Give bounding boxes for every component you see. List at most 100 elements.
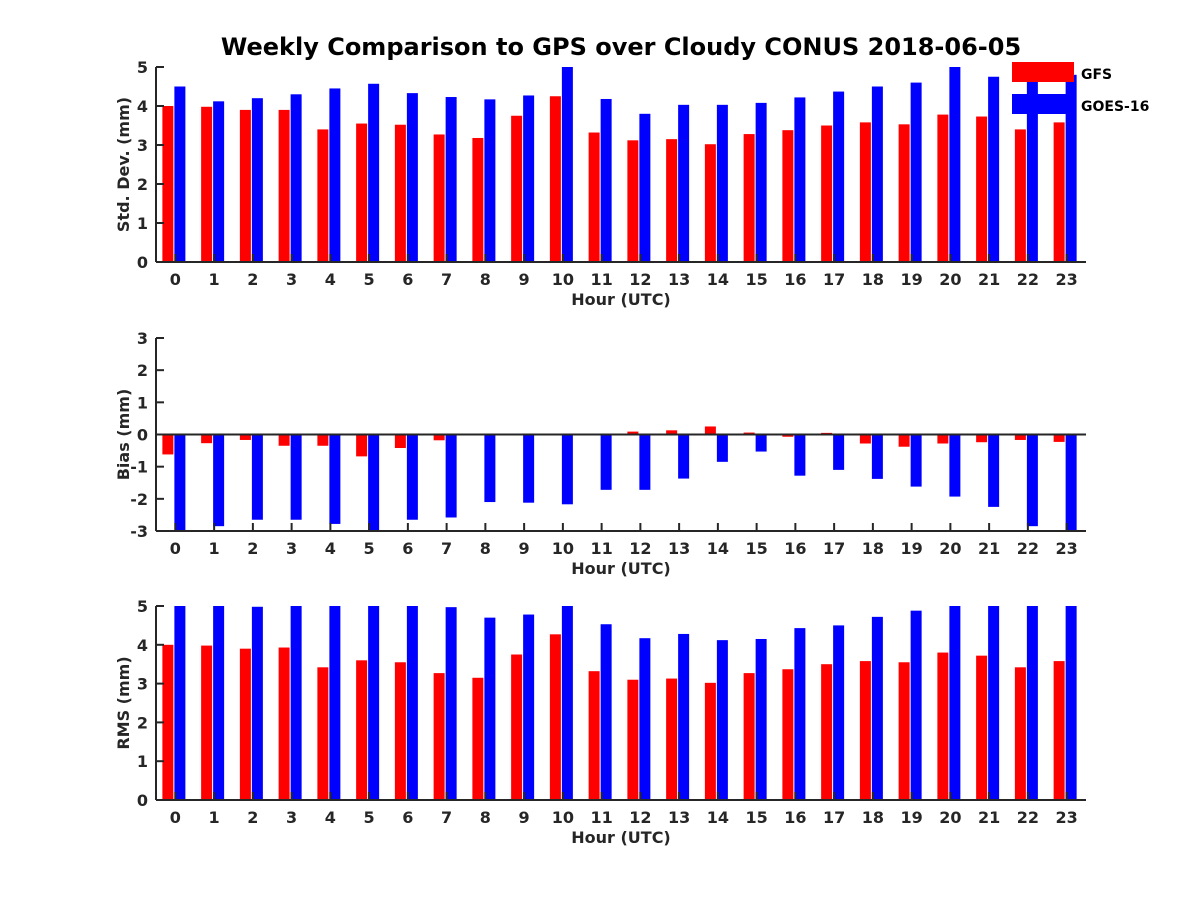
x-tick-label: 5	[364, 539, 375, 558]
bar-goes16-panel2-hour11	[600, 624, 612, 800]
x-tick-label: 17	[823, 808, 845, 827]
x-tick-label: 14	[707, 539, 729, 558]
x-tick-label: 6	[402, 539, 413, 558]
bar-gfs-panel0-hour16	[782, 130, 794, 262]
bar-goes16-panel2-hour21	[988, 606, 1000, 800]
bar-goes16-panel0-hour7	[445, 97, 457, 262]
x-axis-label: Hour (UTC)	[571, 290, 671, 309]
bar-gfs-panel2-hour16	[782, 669, 794, 800]
bar-goes16-panel2-hour4	[329, 606, 341, 800]
bar-gfs-panel2-hour14	[704, 682, 716, 800]
bar-gfs-panel1-hour6	[394, 434, 406, 449]
bar-gfs-panel0-hour0	[162, 106, 174, 262]
x-tick-label: 17	[823, 270, 845, 289]
x-tick-label: 14	[707, 808, 729, 827]
x-axis-label: Hour (UTC)	[571, 559, 671, 578]
bar-goes16-panel0-hour4	[329, 88, 341, 262]
bar-goes16-panel2-hour10	[561, 606, 573, 800]
y-tick-label: 0	[137, 253, 148, 272]
x-tick-label: 10	[552, 270, 574, 289]
x-tick-label: 7	[441, 270, 452, 289]
y-tick-label: 3	[137, 136, 148, 155]
bar-goes16-panel0-hour3	[290, 94, 302, 262]
x-tick-label: 4	[325, 270, 336, 289]
x-tick-label: 22	[1017, 539, 1039, 558]
bar-goes16-panel1-hour3	[290, 434, 302, 520]
x-tick-label: 4	[325, 539, 336, 558]
bar-gfs-panel0-hour13	[666, 139, 678, 262]
y-tick-label: 3	[137, 675, 148, 694]
y-tick-label: 3	[137, 329, 148, 348]
bar-goes16-panel1-hour19	[910, 434, 922, 487]
y-axis-label: Bias (mm)	[114, 389, 133, 481]
x-tick-label: 21	[978, 270, 1000, 289]
x-tick-label: 11	[590, 270, 612, 289]
bar-gfs-panel0-hour18	[859, 122, 871, 262]
x-tick-label: 9	[519, 539, 530, 558]
bar-goes16-panel0-hour9	[523, 95, 535, 262]
x-tick-label: 20	[939, 808, 961, 827]
bar-gfs-panel0-hour22	[1014, 129, 1026, 262]
legend-swatch-goes16	[1012, 94, 1074, 114]
bar-gfs-panel0-hour6	[394, 124, 406, 262]
x-tick-label: 11	[590, 539, 612, 558]
x-tick-label: 23	[1055, 270, 1077, 289]
y-tick-label: -2	[130, 490, 148, 509]
bar-gfs-panel1-hour1	[201, 434, 213, 444]
bar-goes16-panel0-hour22	[1026, 79, 1038, 263]
legend-swatch-gfs	[1012, 62, 1074, 82]
bar-goes16-panel2-hour0	[174, 606, 186, 800]
x-tick-label: 7	[441, 808, 452, 827]
bar-goes16-panel1-hour7	[445, 434, 457, 518]
bar-gfs-panel2-hour13	[666, 678, 678, 800]
bar-goes16-panel0-hour19	[910, 82, 922, 262]
bar-goes16-panel1-hour4	[329, 434, 341, 524]
bar-gfs-panel2-hour17	[821, 664, 833, 800]
bar-gfs-panel2-hour12	[627, 679, 639, 800]
bar-goes16-panel1-hour0	[174, 434, 186, 531]
bar-goes16-panel1-hour20	[949, 434, 961, 497]
bar-goes16-panel1-hour6	[406, 434, 418, 520]
x-tick-label: 8	[480, 808, 491, 827]
bar-goes16-panel0-hour11	[600, 98, 612, 262]
y-tick-label: 2	[137, 175, 148, 194]
bar-gfs-panel0-hour12	[627, 140, 639, 262]
x-tick-label: 21	[978, 808, 1000, 827]
x-tick-label: 12	[629, 808, 651, 827]
y-tick-label: 4	[137, 97, 148, 116]
bar-goes16-panel2-hour8	[484, 617, 496, 800]
x-tick-label: 13	[668, 270, 690, 289]
bar-gfs-panel2-hour7	[433, 673, 445, 800]
bar-goes16-panel2-hour13	[678, 633, 690, 800]
x-tick-label: 10	[552, 539, 574, 558]
bar-goes16-panel1-hour5	[368, 434, 380, 531]
bar-gfs-panel2-hour8	[472, 677, 484, 800]
bar-gfs-panel0-hour19	[898, 124, 910, 262]
bar-goes16-panel2-hour22	[1026, 606, 1038, 800]
x-tick-label: 23	[1055, 539, 1077, 558]
x-tick-label: 21	[978, 539, 1000, 558]
x-tick-label: 9	[519, 270, 530, 289]
x-tick-label: 15	[745, 808, 767, 827]
x-tick-label: 9	[519, 808, 530, 827]
bar-goes16-panel1-hour11	[600, 434, 612, 490]
x-tick-label: 2	[247, 270, 258, 289]
bar-goes16-panel1-hour22	[1026, 434, 1038, 527]
bar-goes16-panel2-hour3	[290, 606, 302, 800]
x-tick-label: 8	[480, 539, 491, 558]
x-tick-label: 3	[286, 539, 297, 558]
x-tick-label: 1	[209, 539, 220, 558]
y-tick-label: 1	[137, 752, 148, 771]
bar-goes16-panel2-hour16	[794, 628, 806, 800]
bar-gfs-panel0-hour4	[317, 129, 329, 262]
bar-gfs-panel2-hour20	[937, 652, 949, 800]
bar-goes16-panel1-hour12	[639, 434, 651, 490]
bar-goes16-panel2-hour5	[368, 606, 380, 800]
x-tick-label: 18	[862, 808, 884, 827]
bar-gfs-panel1-hour0	[162, 434, 174, 455]
bar-goes16-panel2-hour6	[406, 606, 418, 800]
x-tick-label: 1	[209, 270, 220, 289]
